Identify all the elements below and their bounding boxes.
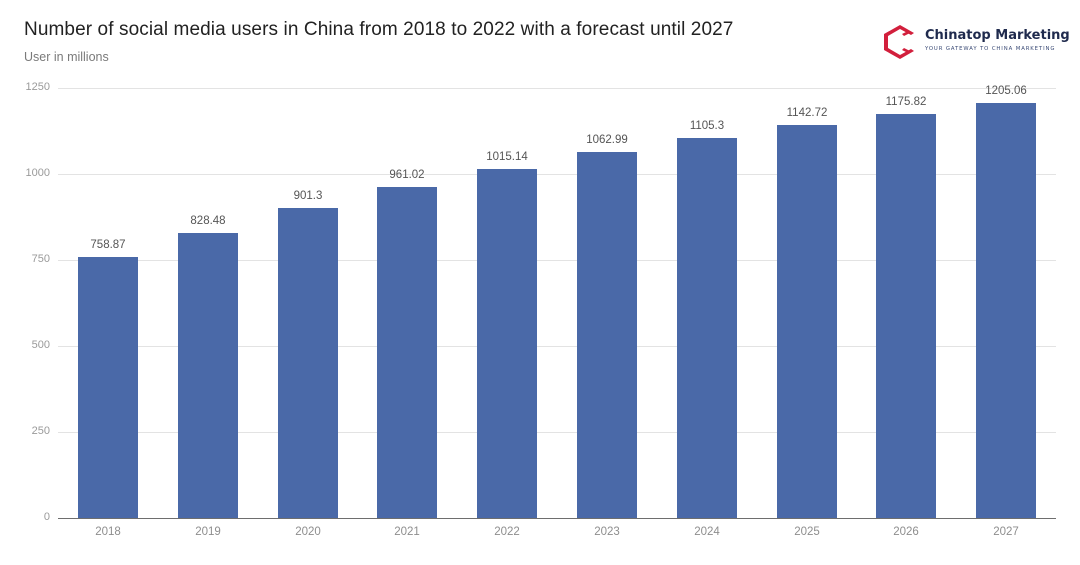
value-label: 1062.99: [586, 134, 628, 146]
x-tick-label: 2024: [694, 526, 720, 538]
value-label: 1105.3: [689, 120, 725, 132]
brand-tagline: YOUR GATEWAY TO CHINA MARKETING: [925, 46, 1056, 52]
gridline: [58, 260, 1056, 261]
x-tick-label: 2023: [594, 526, 620, 538]
chart-title: Number of social media users in China fr…: [24, 19, 734, 40]
y-tick-label: 0: [43, 511, 50, 523]
bar-2018: [78, 257, 138, 518]
x-tick-label: 2026: [893, 526, 919, 538]
value-label: 901.3: [293, 190, 323, 202]
value-label: 758.87: [90, 239, 126, 251]
gridline: [58, 346, 1056, 347]
x-tick-label: 2022: [494, 526, 520, 538]
x-tick-label: 2020: [295, 526, 321, 538]
brand-logo: Chinatop Marketing YOUR GATEWAY TO CHINA…: [880, 22, 1070, 62]
bar-2019: [178, 233, 238, 518]
bar-2025: [777, 125, 837, 518]
value-label: 961.02: [389, 169, 425, 181]
x-tick-label: 2018: [95, 526, 121, 538]
x-tick-label: 2025: [794, 526, 820, 538]
y-tick-label: 1250: [25, 81, 50, 93]
bar-2022: [477, 169, 537, 518]
gridline: [58, 174, 1056, 175]
chinatop-logo-icon: [884, 25, 914, 59]
value-label: 1015.14: [486, 151, 528, 163]
bar-2021: [377, 187, 437, 518]
value-label: 1175.82: [885, 96, 927, 108]
gridline: [58, 432, 1056, 433]
x-axis-line: [58, 518, 1056, 519]
x-tick-label: 2021: [394, 526, 420, 538]
x-tick-label: 2019: [195, 526, 221, 538]
y-tick-label: 750: [31, 253, 50, 265]
bar-2026: [876, 114, 936, 518]
value-label: 828.48: [190, 215, 226, 227]
value-label: 1142.72: [786, 107, 828, 119]
gridline: [58, 88, 1056, 89]
bar-2027: [976, 103, 1036, 518]
brand-name: Chinatop Marketing: [925, 28, 1070, 43]
bar-2020: [278, 208, 338, 518]
value-label: 1205.06: [985, 85, 1027, 97]
bar-2023: [577, 152, 637, 518]
y-tick-label: 250: [31, 425, 50, 437]
x-tick-label: 2027: [993, 526, 1019, 538]
bar-2024: [677, 138, 737, 518]
chart-subtitle: User in millions: [24, 50, 109, 64]
y-tick-label: 500: [31, 339, 50, 351]
y-tick-label: 1000: [25, 167, 50, 179]
